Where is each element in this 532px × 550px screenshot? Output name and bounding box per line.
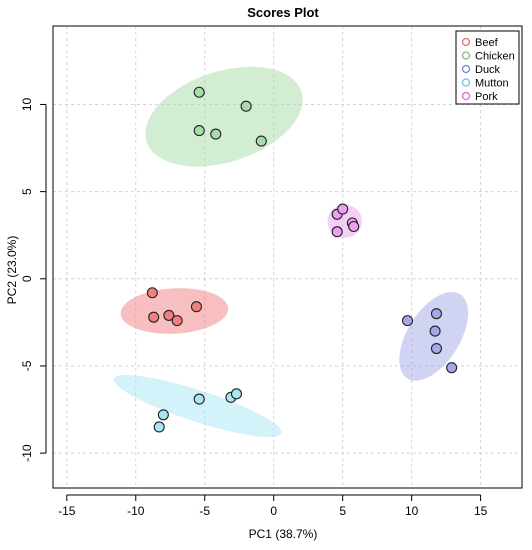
y-axis: -10 -5 0 5 10 bbox=[20, 97, 47, 462]
x-tick-label: 5 bbox=[339, 504, 346, 518]
chart-title: Scores Plot bbox=[247, 5, 319, 20]
legend-marker-beef bbox=[461, 37, 471, 47]
legend-marker-pork bbox=[461, 91, 471, 101]
legend-label-pork: Pork bbox=[475, 91, 498, 103]
point-chicken bbox=[193, 125, 205, 137]
y-tick-label: 0 bbox=[20, 275, 34, 282]
y-tick-label: 10 bbox=[20, 97, 34, 111]
legend-label-duck: Duck bbox=[475, 64, 501, 76]
point-mutton bbox=[193, 393, 205, 405]
point-beef bbox=[146, 287, 158, 299]
point-mutton bbox=[153, 421, 165, 433]
y-tick-label: -10 bbox=[20, 444, 34, 462]
x-tick-label: -5 bbox=[199, 504, 210, 518]
y-tick-label: 5 bbox=[20, 188, 34, 195]
confidence-ellipse-beef bbox=[120, 288, 229, 334]
point-duck bbox=[429, 325, 441, 337]
point-duck bbox=[401, 315, 414, 327]
point-beef bbox=[171, 315, 183, 327]
point-chicken bbox=[210, 128, 222, 140]
legend-label-mutton: Mutton bbox=[475, 78, 509, 90]
legend-marker-mutton bbox=[461, 78, 471, 87]
confidence-ellipses bbox=[113, 66, 469, 438]
confidence-ellipse-chicken bbox=[145, 66, 303, 167]
point-duck bbox=[430, 342, 443, 355]
plot-frame bbox=[52, 25, 523, 489]
x-tick-label: 10 bbox=[405, 504, 419, 518]
legend-box bbox=[455, 30, 520, 105]
point-mutton bbox=[157, 409, 169, 421]
point-chicken bbox=[193, 86, 205, 98]
legend-marker-chicken bbox=[461, 51, 471, 60]
data-points bbox=[146, 86, 458, 433]
point-beef bbox=[148, 311, 160, 323]
point-chicken bbox=[255, 135, 267, 147]
grid bbox=[53, 26, 522, 488]
x-axis: -15 -10 -5 0 5 10 15 bbox=[58, 494, 488, 518]
legend-label-beef: Beef bbox=[475, 37, 499, 49]
y-axis-label: PC2 (23.0%) bbox=[5, 236, 19, 305]
y-tick-label: -5 bbox=[20, 360, 34, 371]
x-tick-label: 15 bbox=[474, 504, 488, 518]
x-tick-label: -15 bbox=[58, 504, 76, 518]
confidence-ellipse-mutton bbox=[113, 374, 282, 438]
point-pork bbox=[337, 203, 349, 215]
x-axis-label: PC1 (38.7%) bbox=[249, 527, 318, 541]
point-mutton bbox=[230, 388, 243, 400]
point-pork bbox=[331, 226, 343, 238]
legend-label-chicken: Chicken bbox=[475, 51, 515, 63]
point-pork bbox=[348, 220, 360, 233]
legend-marker-duck bbox=[461, 64, 471, 74]
x-tick-label: -10 bbox=[127, 504, 145, 518]
point-chicken bbox=[240, 100, 252, 112]
point-beef bbox=[163, 309, 175, 321]
point-duck bbox=[430, 308, 443, 320]
x-tick-label: 0 bbox=[270, 504, 277, 518]
point-beef bbox=[190, 301, 203, 313]
point-duck bbox=[446, 362, 458, 374]
